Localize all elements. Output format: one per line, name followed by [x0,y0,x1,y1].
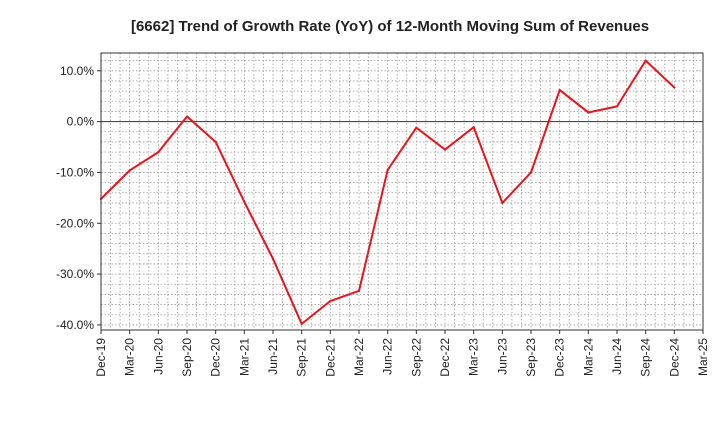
data-point [472,126,475,129]
data-point [529,171,533,174]
data-point [128,169,131,172]
y-tick-label: 0.0% [67,115,95,129]
x-tick-label: Mar-22 [352,338,366,376]
x-tick-label: Mar-24 [581,338,595,376]
series-layer [99,59,676,326]
data-point [501,201,504,205]
data-point [673,86,676,89]
data-point [329,299,332,303]
data-point [357,289,361,292]
x-tick-label: Jun-24 [610,338,624,375]
data-point [415,126,418,129]
x-tick-label: Sep-24 [639,338,653,377]
horizontal-gridlines [101,60,703,326]
data-point [185,115,189,118]
x-tick-label: Jun-21 [266,338,280,375]
data-point [615,105,619,108]
x-tick-label: Jun-23 [495,338,509,375]
x-tick-label: Mar-25 [696,338,710,376]
data-point [443,148,447,151]
plot-frame [100,52,704,331]
y-tick-label: 10.0% [60,64,94,78]
plot-area [101,53,703,330]
x-axis-ticks: Dec-19 Mar-20 Jun-20 Sep-20 Dec-20 Mar-21 Jun-… [94,330,710,377]
x-tick-label: Dec-23 [553,338,567,377]
x-tick-label: Dec-24 [667,338,681,377]
data-point [271,257,275,260]
x-tick-label: Jun-20 [151,338,165,375]
x-tick-label: Mar-21 [237,338,251,376]
data-point [243,200,246,204]
y-tick-label: -30.0% [56,267,94,281]
data-point [587,111,590,114]
data-point [300,322,303,326]
data-point [386,168,389,171]
x-tick-label: Dec-21 [323,338,337,377]
vertical-gridlines [110,53,694,330]
data-point [558,89,561,92]
x-tick-label: Dec-22 [438,338,452,377]
y-axis-ticks: 10.0% 0.0% -10.0% -20.0% -30.0% -40.0% [56,64,101,332]
data-point [157,151,160,154]
data-point [214,140,217,144]
x-tick-label: Sep-20 [180,338,194,377]
x-tick-label: Sep-23 [524,338,538,377]
x-tick-label: Jun-22 [381,338,395,375]
x-tick-label: Dec-20 [209,338,223,377]
data-point [644,59,647,62]
x-tick-label: Mar-20 [123,338,137,376]
x-tick-label: Mar-23 [467,338,481,376]
y-tick-label: -10.0% [56,165,94,179]
y-tick-label: -20.0% [56,216,94,230]
y-tick-label: -40.0% [56,318,94,332]
x-tick-label: Sep-21 [295,338,309,377]
chart-title: [6662] Trend of Growth Rate (YoY) of 12-… [131,18,649,35]
x-tick-label: Sep-22 [409,338,423,377]
x-tick-label: Dec-19 [94,338,108,377]
